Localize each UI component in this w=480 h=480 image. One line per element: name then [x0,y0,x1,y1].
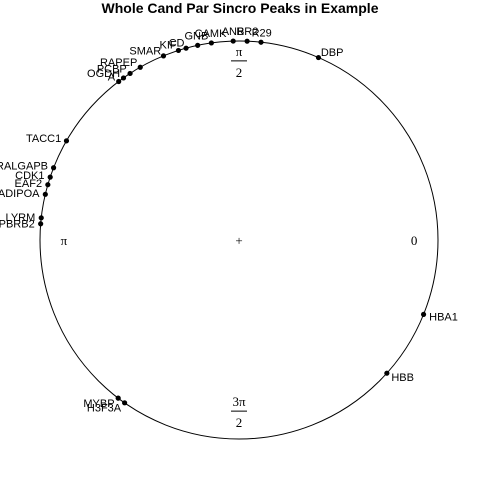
data-point [127,70,133,77]
angle-label: 3π2 [231,394,248,430]
data-point [115,395,121,401]
data-point [160,53,167,59]
data-point [208,40,214,46]
data-point [120,75,127,81]
data-point [45,182,51,188]
point-label: RALGAPB [0,161,48,173]
angle-label: 0 [411,233,418,248]
chart-title: Whole Cand Par Sincro Peaks in Example [102,0,379,16]
data-point [42,191,48,197]
data-point [38,215,44,221]
point-label: PCBP [97,63,127,75]
data-point [116,78,122,85]
point-label: KIF [159,40,176,52]
point-label: GNB [185,31,209,43]
data-point [420,311,427,318]
data-point [183,45,189,51]
angle-tick-denominator: 2 [236,65,243,80]
point-label: LYRM [6,212,36,224]
point-label: RAPEP [100,57,137,69]
point-label: DBP [321,47,344,59]
point-label: A [108,72,116,84]
angle-tick-numerator: 3π [232,394,246,409]
point-label: HBB [391,372,414,384]
point-label: ADIPOA [0,188,40,200]
data-point [195,42,201,48]
data-point [50,165,57,171]
point-label: CAMK [195,28,227,40]
angle-label: π [61,233,68,248]
point-label: OGDH [87,68,120,80]
data-point [230,38,236,44]
angle-label: π2 [230,44,247,80]
point-label: SMAR [129,45,161,57]
center-marker: + [235,233,242,248]
data-point [175,47,182,54]
point-label: CD [169,37,185,49]
data-point [47,174,53,180]
data-point [244,38,250,44]
data-points: DBP R29RR2ANBCAMKGNBCDKIFSMARRAPEPPCBPOGD… [0,26,458,415]
data-point [315,54,322,61]
data-point [63,138,70,144]
point-label: HBA1 [429,312,458,324]
point-label: MYBP [83,398,114,410]
angle-tick-numerator: π [236,44,243,59]
point-label: CDK1 [15,170,44,182]
point-label: EAF2 [15,178,43,190]
angle-tick-label: π [61,233,68,248]
point-label: TACC1 [26,133,61,145]
data-point [137,64,143,70]
point-label: PBRB2 [0,218,35,230]
data-point [38,221,44,227]
point-label: RR2 [236,26,258,38]
point-label: ANB [222,26,245,38]
data-point [258,39,264,45]
angle-tick-label: 0 [411,233,418,248]
data-point [122,400,128,406]
data-point [384,370,390,376]
unit-circle [39,40,439,440]
point-label: R29 [252,27,272,39]
angle-tick-denominator: 2 [236,415,243,430]
point-label: H3F3A [87,403,122,415]
